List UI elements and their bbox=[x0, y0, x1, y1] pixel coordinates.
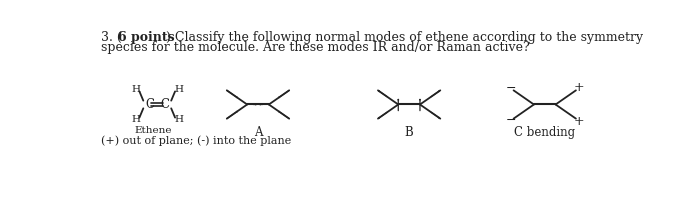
Text: +: + bbox=[574, 81, 584, 94]
Text: C bending: C bending bbox=[514, 126, 575, 139]
Text: C: C bbox=[160, 98, 169, 111]
Text: 6 points: 6 points bbox=[118, 31, 175, 44]
Text: H: H bbox=[174, 115, 183, 124]
Text: −: − bbox=[505, 82, 516, 95]
Text: (+) out of plane; (-) into the plane: (+) out of plane; (-) into the plane bbox=[102, 135, 292, 146]
Text: 3. (: 3. ( bbox=[102, 31, 122, 44]
Text: H: H bbox=[174, 85, 183, 94]
Text: H: H bbox=[131, 115, 140, 124]
Text: −: − bbox=[505, 114, 516, 127]
Text: A: A bbox=[253, 126, 262, 139]
Text: +: + bbox=[574, 115, 584, 128]
Text: B: B bbox=[405, 126, 414, 139]
Text: ) Classify the following normal modes of ethene according to the symmetry: ) Classify the following normal modes of… bbox=[166, 31, 643, 44]
Text: C: C bbox=[145, 98, 154, 111]
Text: species for the molecule. Are these modes IR and/or Raman active?: species for the molecule. Are these mode… bbox=[102, 41, 530, 54]
Text: H: H bbox=[131, 85, 140, 94]
Text: Ethene: Ethene bbox=[134, 126, 172, 135]
